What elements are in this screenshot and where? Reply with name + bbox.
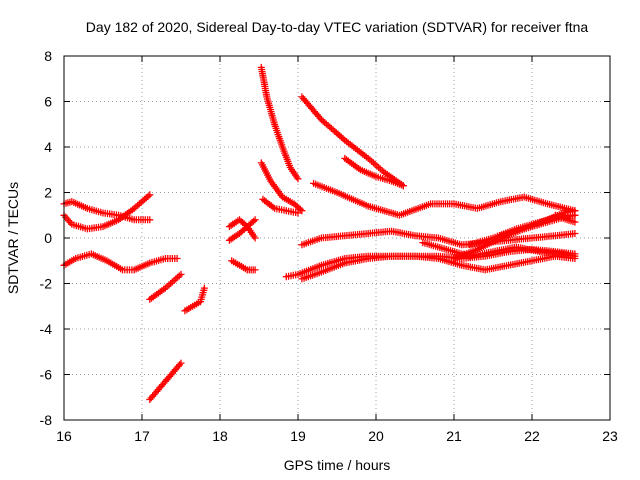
data-point-marker (294, 209, 302, 217)
data-point-marker (571, 218, 579, 226)
series-arc-08 (225, 216, 259, 244)
x-tick-label: 18 (212, 428, 228, 444)
data-point-marker (146, 191, 154, 199)
data-point-marker (251, 234, 259, 242)
y-tick-label: 2 (44, 185, 52, 201)
data-point-marker (571, 252, 579, 260)
x-tick-label: 17 (134, 428, 150, 444)
y-tick-labels: 8 6 4 2 0 -2 -4 -6 -8 (40, 48, 53, 428)
x-tick-labels: 16 17 18 19 20 21 22 23 (56, 428, 618, 444)
y-tick-label: 0 (44, 230, 52, 246)
x-tick-label: 19 (290, 428, 306, 444)
series-arc-22 (497, 207, 579, 240)
series-arc-19 (419, 239, 579, 260)
series-arc-23 (551, 211, 579, 226)
x-tick-label: 22 (524, 428, 540, 444)
series-arc-18 (298, 252, 579, 283)
data-point-marker (177, 270, 185, 278)
series-arc-12 (259, 195, 302, 217)
data-point-marker (146, 216, 154, 224)
data-point-marker (399, 182, 407, 190)
y-tick-label: 4 (44, 139, 52, 155)
series-arc-06 (146, 359, 185, 403)
series-arc-11 (257, 159, 306, 215)
data-point-marker (200, 284, 208, 292)
series-arc-05 (181, 284, 208, 315)
y-tick-label: -2 (40, 276, 53, 292)
x-tick-label: 16 (56, 428, 72, 444)
plot-frame (63, 55, 611, 421)
x-axis-label: GPS time / hours (284, 457, 391, 473)
data-marks (60, 63, 579, 403)
x-tick-label: 20 (368, 428, 384, 444)
data-point-marker (316, 114, 324, 122)
y-tick-label: -8 (40, 412, 53, 428)
chart-title: Day 182 of 2020, Sidereal Day-to-day VTE… (86, 19, 589, 35)
data-point-marker (173, 255, 181, 262)
data-point-marker (571, 207, 579, 215)
series-arc-14 (341, 154, 407, 190)
data-point-marker (250, 217, 257, 225)
data-point-marker (294, 175, 302, 183)
data-point-marker (296, 205, 304, 213)
y-tick-label: -6 (40, 367, 53, 383)
series-arc-02 (60, 198, 154, 224)
x-tick-label: 21 (446, 428, 462, 444)
x-tick-label: 23 (602, 428, 618, 444)
y-tick-label: 6 (44, 94, 52, 110)
series-arc-10 (257, 63, 302, 183)
y-tick-label: 8 (44, 48, 52, 64)
data-point-marker (298, 207, 306, 215)
data-point-marker (251, 266, 259, 274)
series-arc-15 (310, 179, 579, 219)
series-arc-09 (228, 257, 259, 274)
data-point-marker (177, 359, 185, 367)
series-arc-16 (298, 227, 579, 249)
series-arc-13 (298, 93, 407, 190)
data-point-marker (571, 230, 579, 237)
y-tick-label: -4 (40, 321, 53, 337)
grid-lines (64, 56, 610, 420)
y-axis-label: SDTVAR / TECUs (5, 182, 21, 294)
series-arc-04 (146, 270, 185, 303)
series-arc-03 (60, 250, 181, 274)
data-point-marker (251, 216, 259, 224)
